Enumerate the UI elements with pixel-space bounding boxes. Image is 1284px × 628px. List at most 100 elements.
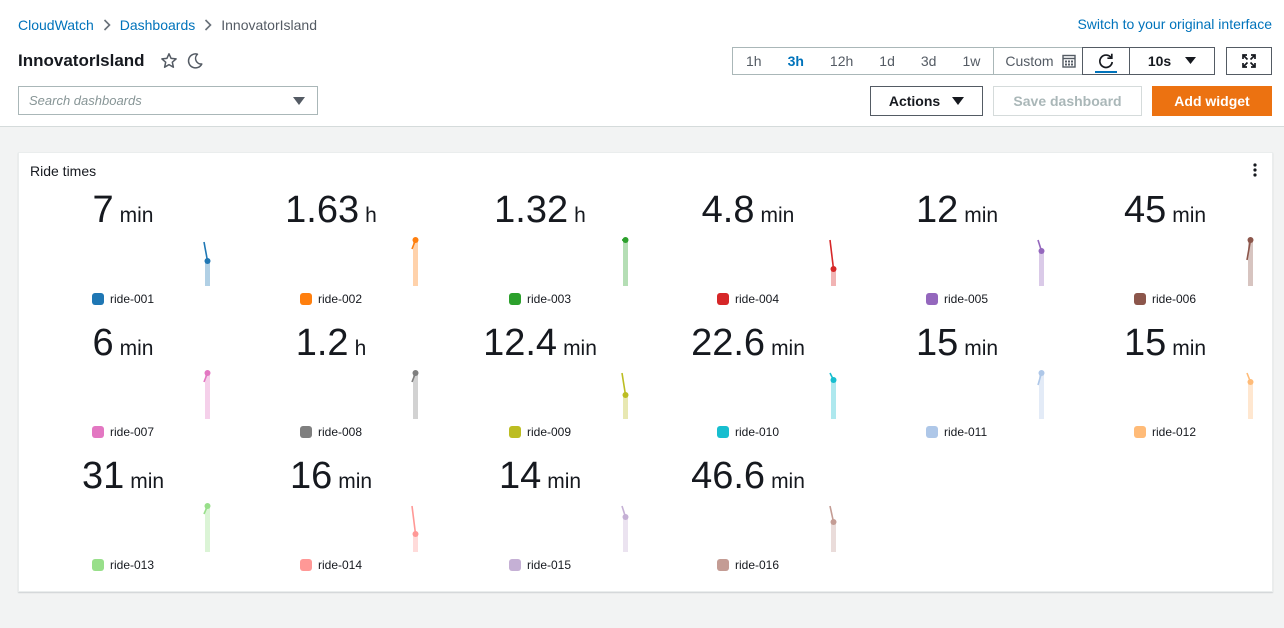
metric-legend[interactable]: ride-012: [1134, 425, 1196, 439]
sparkline-point: [622, 392, 629, 398]
metric-unit: min: [771, 470, 805, 493]
metric-number: 15: [915, 322, 959, 364]
metric-number: 45: [1123, 189, 1167, 231]
metric-tile: 45 min ride-006: [1061, 153, 1269, 306]
legend-label: ride-007: [110, 425, 155, 439]
sparkline-area: [1039, 373, 1044, 419]
sparkline-area: [413, 240, 418, 286]
breadcrumb-cloudwatch[interactable]: CloudWatch: [18, 17, 94, 33]
metric-sparkline: [621, 505, 629, 552]
metric-legend[interactable]: ride-008: [300, 425, 362, 439]
metric-number: 22.6: [691, 322, 766, 364]
metric-legend[interactable]: ride-006: [1134, 292, 1196, 306]
time-range-1w[interactable]: 1w: [962, 53, 981, 69]
metric-value: 12 min: [853, 191, 1061, 229]
metric-value: 16 min: [227, 457, 435, 495]
metric-sparkline: [1246, 237, 1254, 286]
breadcrumb-dashboards[interactable]: Dashboards: [119, 17, 196, 33]
metric-tile: 15 min ride-012: [1061, 286, 1269, 439]
vertical-dots-icon[interactable]: [1247, 162, 1263, 178]
legend-label: ride-008: [318, 425, 363, 439]
metric-unit: min: [760, 204, 795, 227]
sparkline-point: [1038, 248, 1045, 254]
time-range-12h[interactable]: 12h: [829, 53, 854, 69]
legend-label: ride-003: [527, 292, 572, 306]
metric-tile: 1.32 h ride-003: [436, 153, 644, 306]
metric-value: 1.32 h: [436, 191, 644, 229]
sparkline-point: [1247, 379, 1254, 385]
metric-unit: h: [574, 204, 586, 227]
metric-legend[interactable]: ride-013: [92, 558, 154, 572]
metric-number: 6: [92, 322, 114, 364]
time-range-3d[interactable]: 3d: [920, 53, 937, 69]
metric-value: 12.4 min: [436, 324, 644, 362]
legend-swatch: [717, 426, 729, 438]
add-widget-button[interactable]: Add widget: [1152, 86, 1272, 116]
metric-tile: 15 min ride-011: [853, 286, 1061, 439]
sparkline-area: [205, 506, 210, 552]
caret-down-icon[interactable]: [281, 87, 317, 114]
time-range-3h[interactable]: 3h: [787, 53, 804, 69]
metric-number: 15: [1123, 322, 1167, 364]
metric-unit: min: [130, 470, 165, 493]
metric-legend[interactable]: ride-001: [92, 292, 154, 306]
metric-unit: min: [338, 470, 373, 493]
sparkline-area: [831, 380, 836, 419]
metric-legend[interactable]: ride-007: [92, 425, 154, 439]
sparkline-area: [1248, 382, 1253, 419]
legend-label: ride-012: [1152, 425, 1197, 439]
metric-legend[interactable]: ride-002: [300, 292, 362, 306]
metric-legend[interactable]: ride-009: [509, 425, 571, 439]
sparkline-area: [831, 269, 836, 286]
time-range-custom[interactable]: Custom: [993, 48, 1085, 74]
metric-legend[interactable]: ride-015: [509, 558, 571, 572]
metric-value: 15 min: [1061, 324, 1269, 362]
breadcrumb-current: InnovatorIsland: [221, 17, 317, 33]
metric-legend[interactable]: ride-004: [717, 292, 779, 306]
metric-legend[interactable]: ride-016: [717, 558, 779, 572]
metric-number: 14: [498, 455, 542, 497]
sparkline-point: [204, 370, 211, 376]
legend-swatch: [926, 293, 938, 305]
metric-tile: 1.63 h ride-002: [227, 153, 435, 306]
metric-unit: min: [771, 337, 805, 360]
save-dashboard-button[interactable]: Save dashboard: [993, 86, 1142, 116]
legend-swatch: [300, 426, 312, 438]
switch-interface-link[interactable]: Switch to your original interface: [1077, 16, 1272, 32]
time-range-1h[interactable]: 1h: [746, 53, 762, 69]
legend-label: ride-015: [527, 558, 572, 572]
legend-swatch: [509, 293, 521, 305]
metric-sparkline: [829, 505, 837, 552]
metric-legend[interactable]: ride-010: [717, 425, 779, 439]
metric-legend[interactable]: ride-003: [509, 292, 571, 306]
sparkline-area: [413, 373, 418, 419]
time-range-1d[interactable]: 1d: [879, 53, 895, 69]
sparkline-area: [623, 240, 628, 286]
refresh-interval-dropdown[interactable]: 10s: [1130, 48, 1214, 74]
metric-tile: 14 min ride-015: [436, 419, 644, 572]
metric-legend[interactable]: ride-011: [926, 425, 987, 439]
metric-value: 7 min: [19, 191, 227, 229]
legend-label: ride-009: [527, 425, 572, 439]
refresh-button[interactable]: [1083, 48, 1130, 74]
chevron-right-icon: [195, 16, 221, 34]
sparkline-line: [203, 241, 209, 262]
sparkline-point: [622, 237, 629, 243]
refresh-interval-value: 10s: [1147, 53, 1172, 69]
fullscreen-button[interactable]: [1226, 47, 1272, 75]
metric-legend[interactable]: ride-005: [926, 292, 988, 306]
sparkline-point: [1038, 370, 1045, 376]
search-dashboards-input[interactable]: [19, 87, 281, 114]
metric-sparkline: [829, 372, 837, 419]
legend-swatch: [926, 426, 938, 438]
moon-icon[interactable]: [185, 51, 205, 71]
actions-button[interactable]: Actions: [870, 86, 983, 116]
metric-sparkline: [622, 237, 629, 286]
star-outline-icon[interactable]: [159, 51, 179, 71]
sparkline-line: [621, 372, 627, 396]
sparkline-area: [205, 373, 210, 419]
legend-label: ride-016: [735, 558, 780, 572]
metric-legend[interactable]: ride-014: [300, 558, 362, 572]
legend-label: ride-006: [1152, 292, 1197, 306]
sparkline-point: [622, 514, 629, 520]
